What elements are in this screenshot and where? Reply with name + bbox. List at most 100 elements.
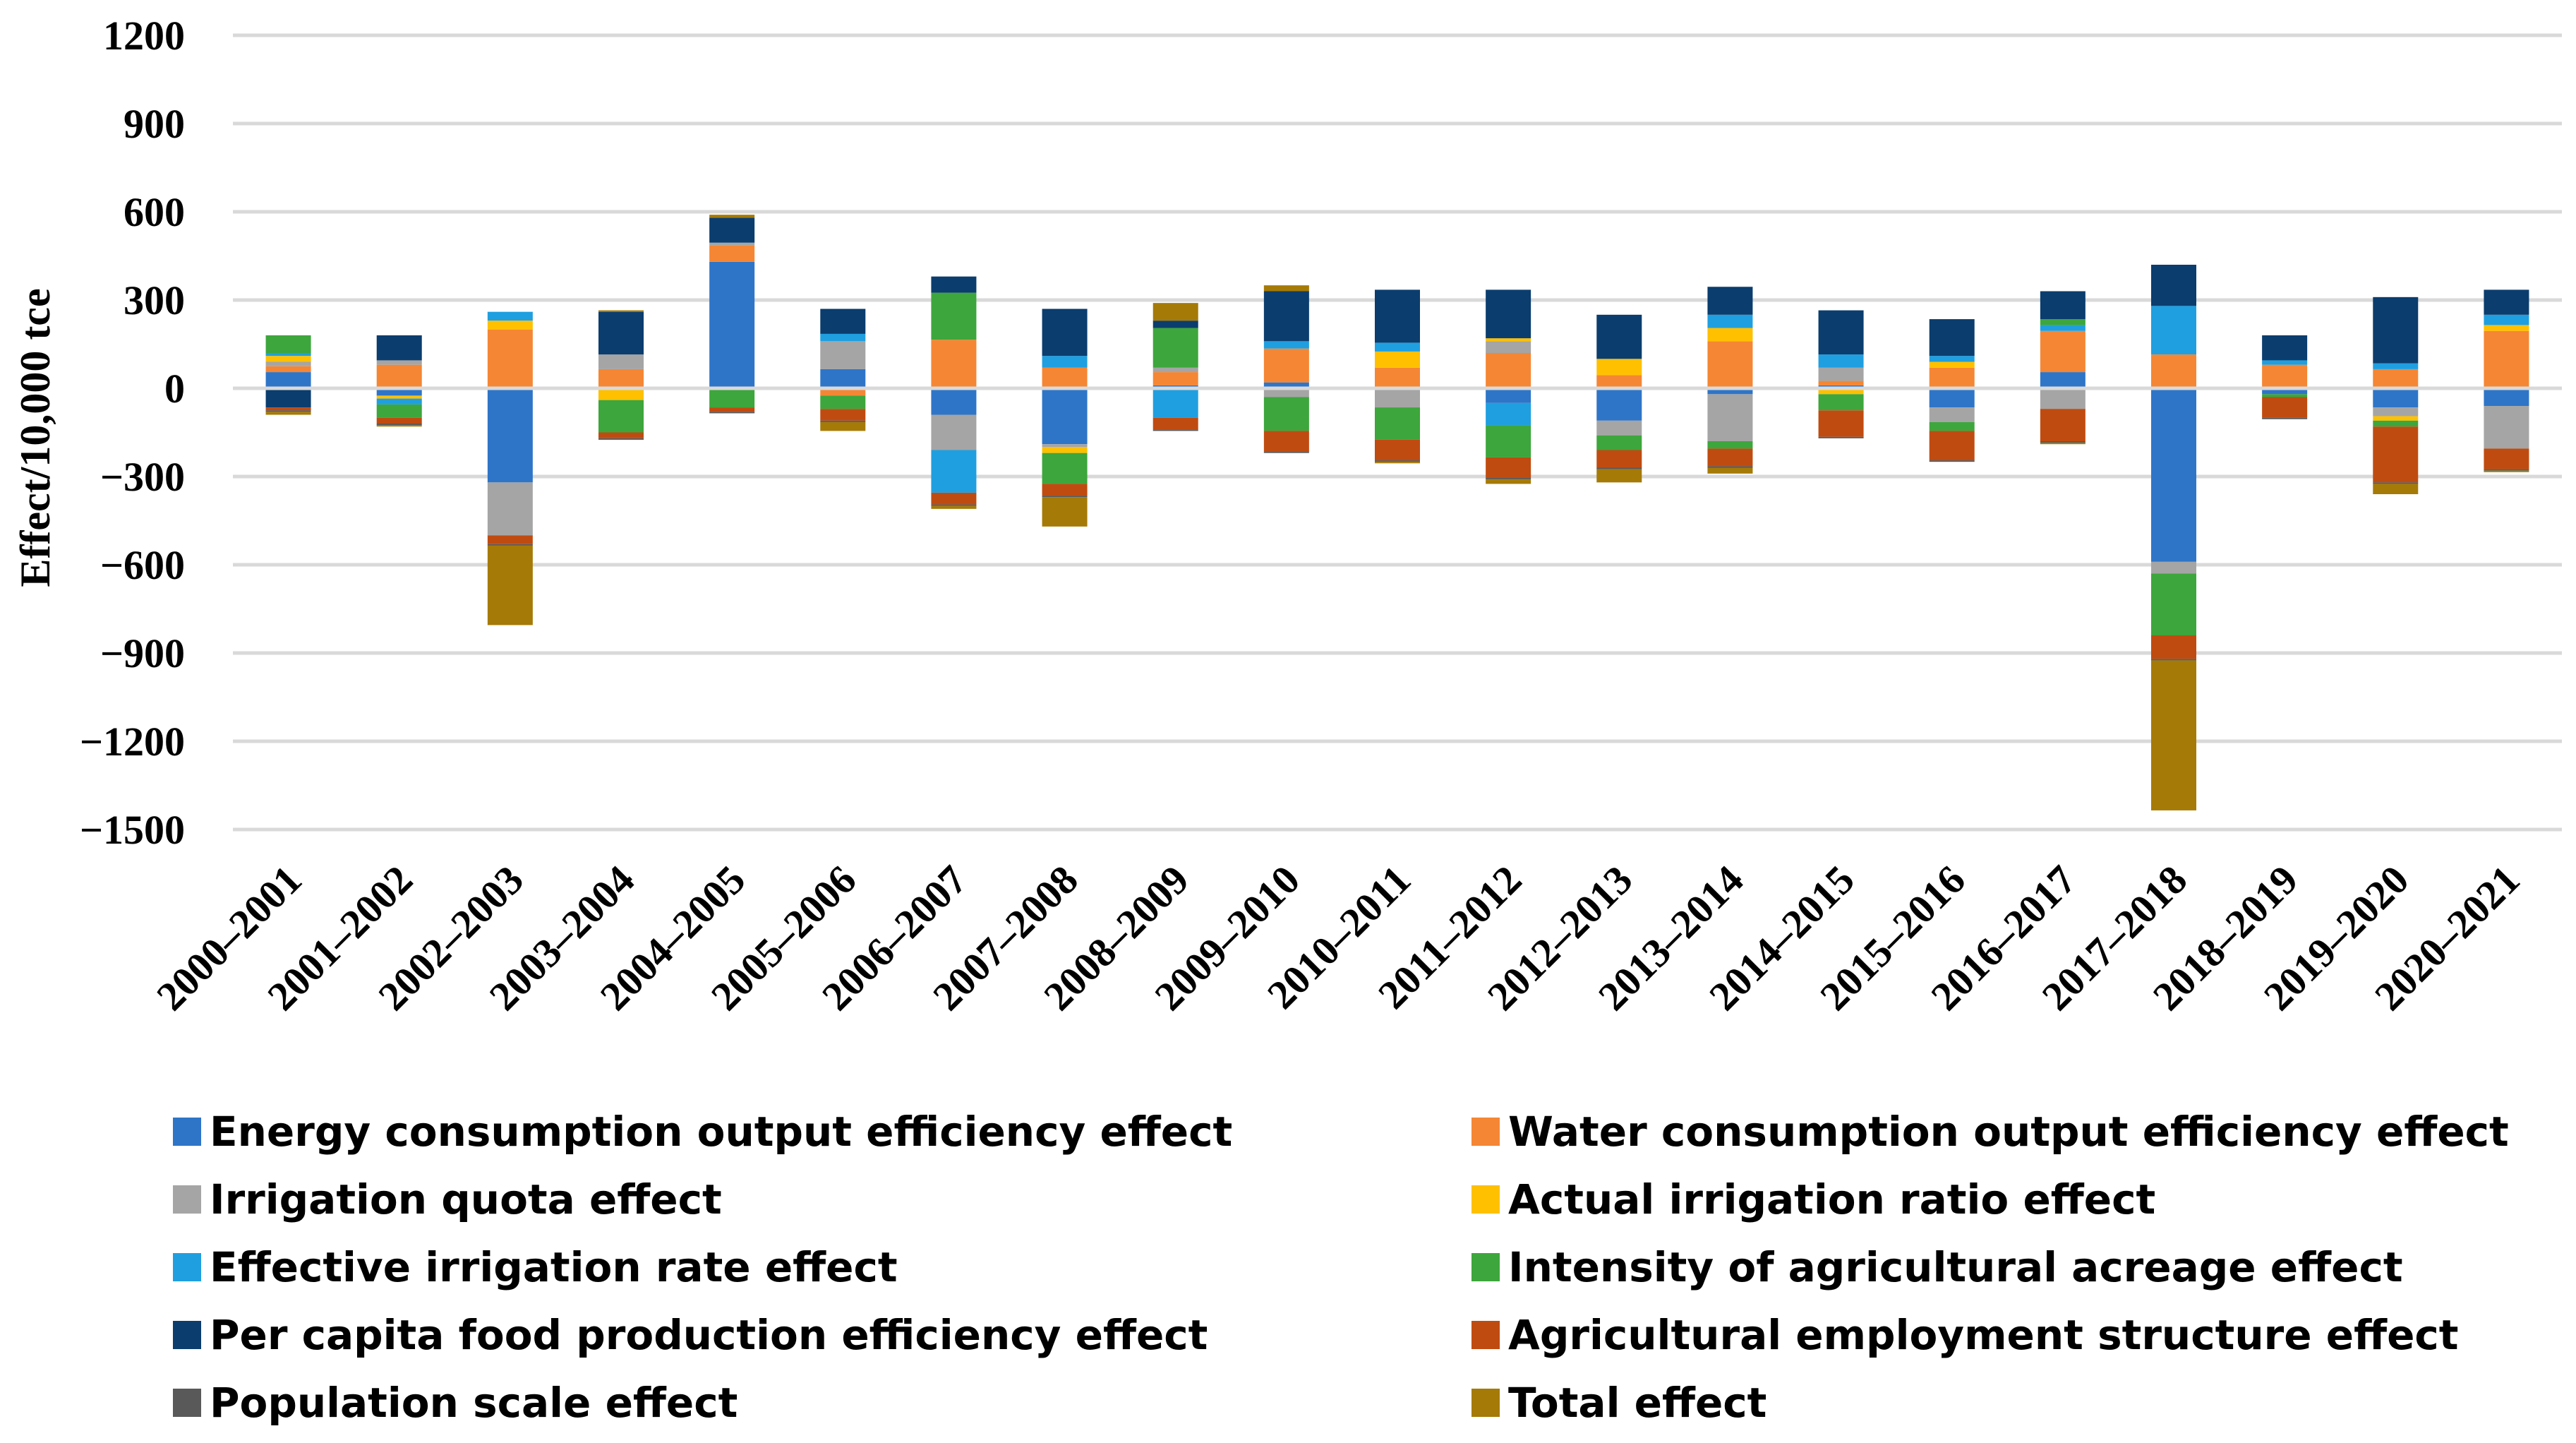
bar-segment — [487, 329, 533, 388]
bar-segment — [265, 335, 311, 353]
bar-segment — [709, 215, 755, 218]
bar-segment — [598, 369, 644, 388]
bar-segment — [2373, 407, 2419, 417]
bar-segment — [1486, 341, 1531, 353]
bar-segment — [1152, 372, 1198, 385]
bar-segment — [1596, 467, 1642, 469]
bar-segment — [1818, 381, 1864, 385]
bar-segment — [2373, 420, 2419, 427]
bar-segment — [1375, 407, 1420, 440]
bar-segment — [1375, 460, 1420, 462]
bar-segment — [487, 535, 533, 544]
x-axis-ticks: 2000–20012001–20022002–20032003–20042004… — [148, 856, 2528, 1019]
bar-segment — [2151, 354, 2196, 388]
legend: Energy consumption output efficiency eff… — [173, 1108, 2509, 1427]
bar-segment — [820, 409, 866, 421]
bar-segment — [598, 438, 644, 440]
bar-segment — [931, 450, 977, 493]
bar-segment — [1929, 361, 1975, 368]
bar-segment — [1596, 420, 1642, 436]
bar-segment — [1263, 397, 1309, 431]
bar-segment — [265, 372, 311, 388]
bar-segment — [2151, 573, 2196, 635]
legend-label: Population scale effect — [210, 1379, 738, 1427]
bar-segment — [1929, 367, 1975, 388]
bar-segment — [265, 356, 311, 362]
bar-segment — [1596, 359, 1642, 376]
legend-swatch — [1471, 1118, 1500, 1146]
bar-segment — [1152, 321, 1198, 328]
legend-swatch — [1471, 1253, 1500, 1281]
bar-segment — [1486, 388, 1531, 403]
bar-segment — [1818, 436, 1864, 438]
y-tick-label: −600 — [100, 542, 185, 588]
legend-label: Irrigation quota effect — [210, 1175, 722, 1223]
bar-segment — [1707, 394, 1753, 441]
bar-segment — [2151, 659, 2196, 661]
bar-segment — [1707, 466, 1753, 468]
bar-segment — [376, 398, 422, 405]
bar-segment — [1929, 431, 1975, 461]
bar-segment — [2040, 330, 2086, 373]
bar-segment — [2262, 394, 2308, 397]
bar-segment — [1818, 388, 1864, 395]
bar-segment — [376, 417, 422, 424]
bar-segment — [1375, 289, 1420, 343]
bar-segment — [487, 311, 533, 321]
bar-segment — [1263, 431, 1309, 452]
bar-segment — [265, 366, 311, 373]
bar-segment — [2484, 330, 2529, 388]
bar-segment — [1152, 429, 1198, 431]
bar-segment — [2373, 482, 2419, 484]
bar-segment — [1263, 341, 1309, 349]
bar-segment — [709, 245, 755, 262]
bar-segment — [598, 432, 644, 438]
bar-segment — [2040, 409, 2086, 441]
bar-segment — [1486, 402, 1531, 426]
legend-swatch — [173, 1185, 201, 1214]
bar-segment — [2040, 319, 2086, 325]
legend-swatch — [1471, 1321, 1500, 1349]
bar-segment — [1486, 289, 1531, 339]
legend-swatch — [173, 1253, 201, 1281]
bar-segment — [820, 421, 866, 431]
bar-segment — [1929, 421, 1975, 431]
bar-segment — [1152, 388, 1198, 418]
bar-segment — [2262, 397, 2308, 418]
bar-segment — [2373, 426, 2419, 483]
bar-segment — [1042, 309, 1088, 357]
bar-segment — [487, 545, 533, 625]
legend-swatch — [1471, 1389, 1500, 1417]
bar-segment — [1042, 496, 1088, 498]
bar-segment — [1596, 388, 1642, 421]
bar-segment — [2373, 416, 2419, 421]
bar-segment — [2040, 443, 2086, 445]
bar-segment — [931, 340, 977, 388]
bar-segment — [1707, 467, 1753, 474]
bar-segment — [820, 341, 866, 369]
y-tick-label: 900 — [124, 101, 185, 147]
bar-segment — [265, 353, 311, 357]
y-tick-label: 300 — [124, 277, 185, 323]
bar-segment — [1263, 291, 1309, 342]
bar-segment — [1042, 497, 1088, 527]
y-axis-label: Effect/10,000 tce — [12, 288, 59, 587]
bar-segment — [2151, 388, 2196, 562]
bar-segment — [820, 369, 866, 388]
bar-segment — [265, 388, 311, 408]
bar-segment — [1707, 441, 1753, 449]
bar-segment — [1596, 469, 1642, 483]
legend-swatch — [173, 1321, 201, 1349]
bar-segment — [1042, 484, 1088, 496]
bar-segment — [1929, 356, 1975, 362]
bar-segment — [1818, 367, 1864, 381]
bar-segment — [2040, 325, 2086, 331]
bar-segment — [2484, 289, 2529, 315]
bar-segment — [376, 360, 422, 365]
y-tick-label: −900 — [100, 630, 185, 676]
bar-segment — [1486, 478, 1531, 480]
legend-label: Agricultural employment structure effect — [1508, 1311, 2459, 1359]
bar-segment — [709, 242, 755, 246]
bar-segment — [931, 276, 977, 293]
bar-segment — [1263, 348, 1309, 383]
